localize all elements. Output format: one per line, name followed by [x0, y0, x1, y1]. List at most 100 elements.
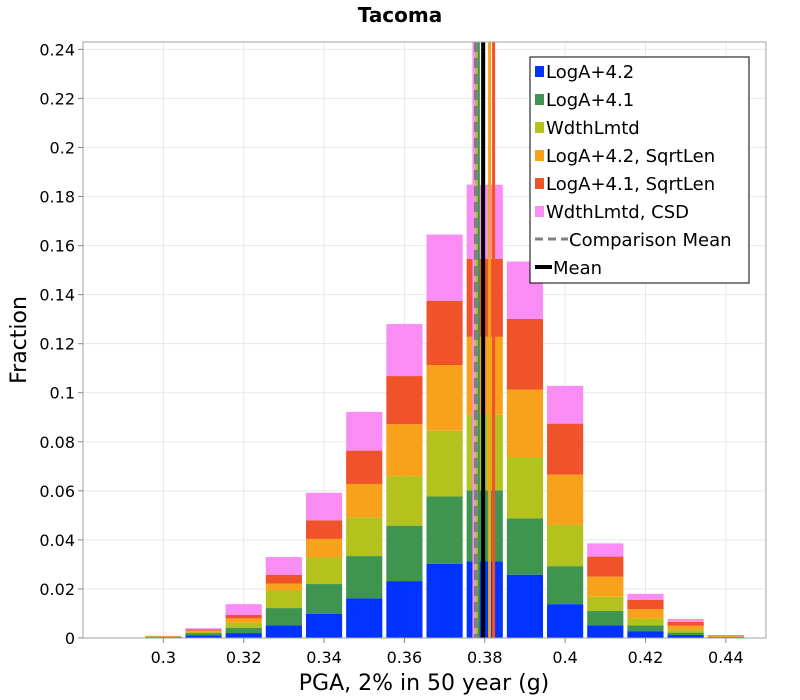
bar-segment	[547, 474, 584, 525]
bar-segment	[265, 583, 302, 591]
bar-segment	[305, 538, 343, 558]
bar-segment	[265, 608, 302, 626]
bar-segment	[265, 574, 302, 584]
legend-label: WdthLmtd, CSD	[546, 202, 689, 223]
bar-segment	[587, 596, 624, 612]
bar-segment	[426, 365, 463, 431]
bar-segment	[386, 581, 423, 638]
bar-segment	[346, 598, 383, 638]
legend-label: LogA+4.1	[546, 90, 634, 111]
bar-segment	[346, 411, 383, 451]
y-tick-label: 0.02	[39, 580, 75, 599]
legend-label: LogA+4.2, SqrtLen	[546, 146, 715, 167]
bar-segment	[627, 609, 664, 619]
x-axis-label: PGA, 2% in 50 year (g)	[299, 671, 550, 696]
bar-segment	[265, 590, 302, 609]
bar-segment	[305, 520, 343, 539]
bar-segment	[667, 632, 704, 636]
bar-segment	[185, 635, 222, 638]
bar-segment	[225, 614, 262, 619]
bar-segment	[346, 450, 383, 484]
bar-segment	[506, 456, 544, 519]
bar-segment	[225, 627, 262, 634]
x-tick-label: 0.44	[708, 648, 744, 667]
y-tick-label: 0.06	[39, 482, 75, 501]
bar-segment	[627, 625, 664, 632]
legend-swatch	[535, 150, 544, 161]
bar-segment	[587, 543, 624, 557]
bar-segment	[265, 557, 302, 575]
bar-segment	[426, 300, 463, 366]
bar-segment	[386, 324, 423, 377]
legend-swatch	[535, 206, 544, 217]
legend-label: WdthLmtd	[546, 118, 640, 139]
bar-segment	[386, 376, 423, 425]
bar-segment	[667, 621, 704, 626]
bar-segment	[225, 622, 262, 628]
x-tick-label: 0.34	[306, 648, 342, 667]
bar-segment	[225, 618, 262, 623]
bar-segment	[667, 625, 704, 630]
bar-segment	[587, 576, 624, 597]
bar-segment	[386, 525, 423, 582]
legend-label: Mean	[553, 258, 602, 279]
bar-segment	[627, 631, 664, 638]
bar-segment	[506, 389, 544, 457]
y-tick-label: 0.2	[50, 138, 75, 157]
bar-segment	[185, 630, 222, 632]
x-tick-label: 0.38	[467, 648, 503, 667]
x-tick-label: 0.3	[151, 648, 176, 667]
bar-segment	[547, 604, 584, 638]
bar-segment	[346, 483, 383, 518]
y-tick-label: 0.1	[50, 384, 75, 403]
bar-segment	[667, 629, 704, 633]
bar-segment	[386, 424, 423, 477]
legend: LogA+4.2 LogA+4.1 WdthLmtd LogA+4.2, SqrtLe…	[529, 56, 750, 284]
mean-lines	[472, 42, 496, 638]
y-tick-label: 0.24	[39, 40, 75, 59]
legend-label: LogA+4.1, SqrtLen	[546, 174, 715, 195]
x-tick-label: 0.42	[628, 648, 664, 667]
y-tick-label: 0	[65, 629, 75, 648]
bar-segment	[185, 628, 222, 630]
y-axis-label: Fraction	[7, 296, 32, 384]
bar-segment	[627, 618, 664, 626]
bar-segment	[506, 518, 544, 575]
bar-segment	[305, 557, 343, 585]
chart-title: Tacoma	[358, 3, 443, 27]
bar-segment	[426, 496, 463, 564]
bar-segment	[506, 574, 544, 638]
legend-box	[529, 56, 750, 284]
bar-segment	[506, 318, 544, 390]
bar-segment	[627, 599, 664, 610]
y-tick-label: 0.18	[39, 188, 75, 207]
bar-segment	[547, 524, 584, 567]
bar-segment	[386, 476, 423, 526]
bar-segment	[185, 629, 222, 631]
x-axis-ticks: 0.3 0.32 0.34 0.36 0.38 0.4 0.42 0.44	[151, 638, 744, 667]
bar-segment	[346, 556, 383, 599]
bar-segment	[426, 430, 463, 497]
bar-segment	[627, 593, 664, 600]
y-tick-label: 0.16	[39, 237, 75, 256]
bar-segment	[185, 631, 222, 634]
bar-segment	[667, 618, 704, 622]
legend-swatch	[535, 94, 544, 105]
bar-segment	[346, 517, 383, 557]
bar-segment	[547, 566, 584, 605]
bar-segment	[426, 234, 463, 301]
y-tick-label: 0.04	[39, 531, 75, 550]
bar-segment	[185, 633, 222, 636]
y-tick-label: 0.22	[39, 89, 75, 108]
bar-segment	[547, 385, 584, 424]
y-tick-label: 0.08	[39, 433, 75, 452]
x-tick-label: 0.36	[387, 648, 423, 667]
y-tick-label: 0.14	[39, 286, 75, 305]
x-tick-label: 0.32	[226, 648, 262, 667]
bar-segment	[547, 423, 584, 475]
x-tick-label: 0.4	[552, 648, 577, 667]
bar-segment	[587, 611, 624, 626]
bar-segment	[225, 604, 262, 615]
plot-area-frame	[82, 41, 767, 639]
